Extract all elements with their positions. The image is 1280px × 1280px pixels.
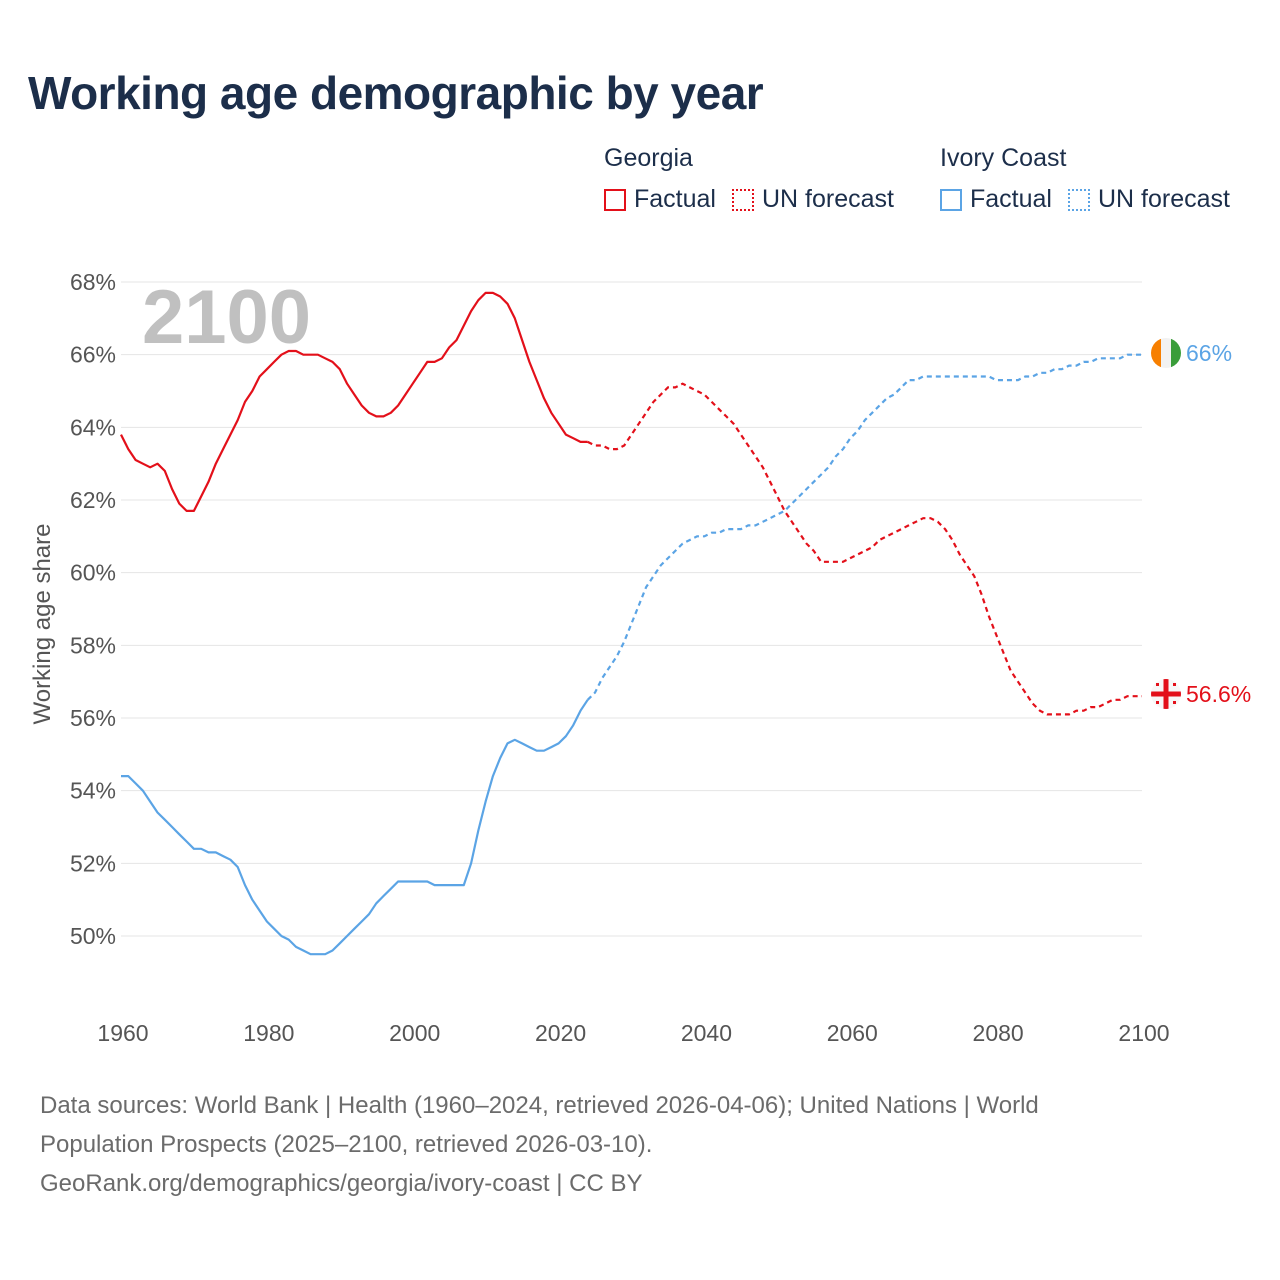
legend-swatch-ivory-coast-forecast xyxy=(1067,188,1090,211)
legend-ivory-coast-forecast[interactable]: UN forecast xyxy=(1067,185,1230,214)
x-tick-label: 1960 xyxy=(97,1020,148,1046)
y-axis-label: Working age share xyxy=(29,524,56,725)
series-lines xyxy=(120,291,1142,956)
legend-georgia: Georgia Factual UN forecast xyxy=(604,144,910,214)
x-tick-label: 2020 xyxy=(535,1020,586,1046)
ivory-coast-flag-icon xyxy=(1151,338,1181,368)
legend-ivory-coast-name: Ivory Coast xyxy=(940,144,1067,172)
y-tick-label: 60% xyxy=(70,560,116,586)
legend-georgia-name: Georgia xyxy=(604,144,693,172)
y-tick-label: 68% xyxy=(70,269,116,295)
legend-swatch-georgia-factual xyxy=(604,188,626,211)
x-tick-label: 2040 xyxy=(681,1020,732,1046)
y-tick-label: 52% xyxy=(70,850,116,876)
source-line-3[interactable]: GeoRank.org/demographics/georgia/ivory-c… xyxy=(40,1170,643,1197)
y-tick-label: 50% xyxy=(70,923,116,949)
end-markers: 66% 56.6% xyxy=(1151,338,1251,709)
ivory-coast-forecast-line[interactable] xyxy=(586,353,1142,701)
data-source-note: Data sources: World Bank | Health (1960–… xyxy=(40,1086,1220,1203)
ivory-coast-end-label: 66% xyxy=(1186,340,1232,366)
legend-georgia-forecast[interactable]: UN forecast xyxy=(731,185,894,214)
legend-ivory-coast-factual-label: Factual xyxy=(970,185,1052,213)
source-line-1: Data sources: World Bank | Health (1960–… xyxy=(40,1092,1039,1119)
legend-ivory-coast: Ivory Coast Factual UN forecast xyxy=(940,144,1230,214)
y-tick-label: 62% xyxy=(70,487,116,513)
x-tick-label: 2100 xyxy=(1118,1020,1169,1046)
line-chart: 2100 50% 52% 54% 56% 58% 60% 62% 64% 66% 68% 1960… xyxy=(29,269,1251,1046)
y-tick-label: 64% xyxy=(70,414,116,440)
x-tick-label: 2000 xyxy=(389,1020,440,1046)
y-tick-label: 66% xyxy=(70,342,116,368)
x-axis-ticks: 1960 1980 2000 2020 2040 2060 2080 2100 xyxy=(97,1020,1169,1046)
ivory-coast-factual-line[interactable] xyxy=(121,699,589,956)
legend-georgia-factual-label: Factual xyxy=(634,185,716,213)
y-axis-ticks: 50% 52% 54% 56% 58% 60% 62% 64% 66% 68% xyxy=(70,269,116,949)
year-watermark: 2100 xyxy=(142,275,311,360)
legend-swatch-ivory-coast-factual xyxy=(940,188,962,211)
legend-ivory-coast-factual[interactable]: Factual xyxy=(940,185,1052,214)
source-line-2: Population Prospects (2025–2100, retriev… xyxy=(40,1131,653,1158)
georgia-end-label: 56.6% xyxy=(1186,681,1251,707)
chart-title: Working age demographic by year xyxy=(28,67,764,119)
legend-georgia-forecast-label: UN forecast xyxy=(761,185,894,213)
x-tick-label: 2060 xyxy=(827,1020,878,1046)
y-tick-label: 56% xyxy=(70,705,116,731)
georgia-flag-icon xyxy=(1151,679,1181,709)
legend-ivory-coast-forecast-label: UN forecast xyxy=(1097,185,1230,213)
gridlines xyxy=(121,281,1142,937)
x-tick-label: 1980 xyxy=(243,1020,294,1046)
georgia-forecast-line[interactable] xyxy=(587,382,1142,716)
x-tick-label: 2080 xyxy=(973,1020,1024,1046)
y-tick-label: 58% xyxy=(70,632,116,658)
legend-swatch-georgia-forecast xyxy=(731,188,754,211)
y-tick-label: 54% xyxy=(70,778,116,804)
georgia-factual-line[interactable] xyxy=(120,291,588,512)
legend-georgia-factual[interactable]: Factual xyxy=(604,185,716,214)
